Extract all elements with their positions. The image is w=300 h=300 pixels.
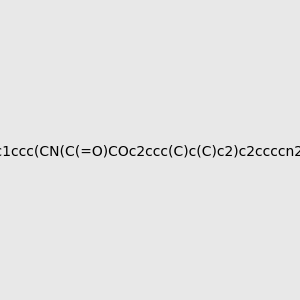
Text: CCc1ccc(CN(C(=O)COc2ccc(C)c(C)c2)c2ccccn2)cc1: CCc1ccc(CN(C(=O)COc2ccc(C)c(C)c2)c2ccccn… (0, 145, 300, 158)
